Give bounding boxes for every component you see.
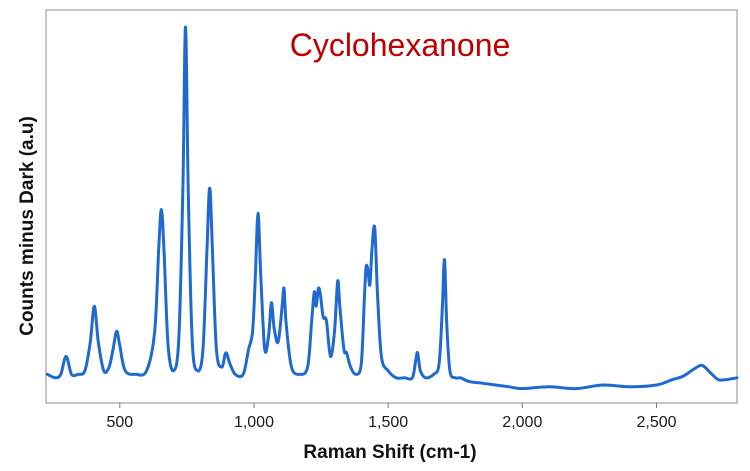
y-axis-title: Counts minus Dark (a.u): [17, 116, 38, 336]
x-tick-label: 1,000: [234, 414, 274, 431]
x-axis-title: Raman Shift (cm-1): [303, 442, 476, 463]
x-tick-label: 2,000: [502, 414, 542, 431]
x-axis-ticks: 500 1,000 1,500 2,000 2,500: [106, 403, 677, 431]
spectrum-series-line-0: [45, 25, 739, 391]
x-tick-label: 1,500: [368, 414, 408, 431]
plot-area: [45, 9, 738, 404]
series-layer: [45, 25, 739, 391]
x-tick-label: 2,500: [636, 414, 676, 431]
x-tick-label: 500: [106, 414, 133, 431]
chart-title: Cyclohexanone: [290, 27, 511, 63]
